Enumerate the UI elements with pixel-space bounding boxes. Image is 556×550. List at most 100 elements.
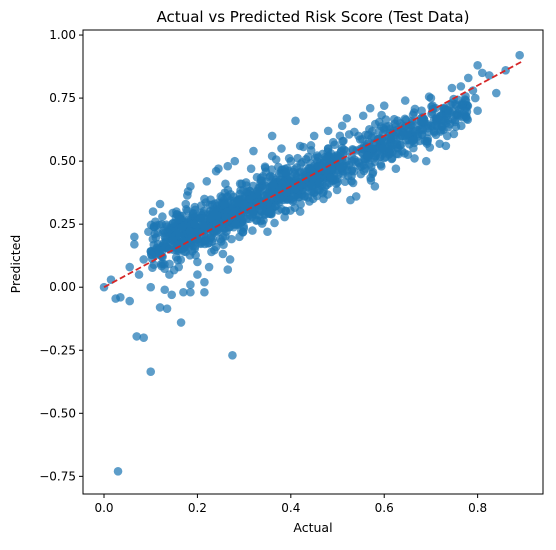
data-point (336, 162, 345, 172)
data-point (155, 303, 165, 312)
data-point (223, 161, 233, 171)
data-point (181, 247, 191, 257)
data-point (186, 287, 195, 297)
data-point (139, 333, 149, 342)
data-point (473, 106, 482, 115)
data-point (232, 198, 242, 207)
data-point (160, 264, 169, 273)
data-point (368, 144, 378, 153)
data-point (179, 287, 188, 297)
data-point (323, 126, 333, 136)
data-point (219, 200, 229, 209)
data-point (167, 290, 177, 300)
data-point (342, 113, 352, 123)
data-point (160, 285, 170, 295)
x-tick-label: 0.2 (188, 501, 207, 515)
data-point (295, 141, 305, 151)
data-point (409, 143, 418, 153)
data-point (221, 212, 231, 222)
data-point (426, 93, 436, 103)
data-point (335, 131, 345, 141)
data-point (379, 101, 389, 110)
data-point (431, 120, 441, 130)
data-point (319, 194, 328, 204)
data-point (289, 195, 298, 205)
y-tick-label: 0.50 (49, 154, 76, 168)
data-point (341, 146, 351, 156)
data-point (400, 149, 409, 158)
data-point (227, 234, 236, 244)
data-point (477, 68, 487, 78)
data-point (146, 367, 156, 377)
data-point (249, 146, 258, 156)
data-point (193, 227, 202, 237)
data-point (314, 161, 324, 171)
data-point (199, 213, 209, 223)
data-point (148, 263, 157, 273)
data-point (125, 262, 134, 272)
data-point (515, 50, 524, 60)
data-point (130, 232, 139, 242)
data-point (188, 209, 198, 218)
x-tick-label: 0.6 (375, 501, 394, 515)
data-point (186, 182, 195, 191)
data-point (201, 236, 211, 245)
plot-area (99, 50, 524, 476)
y-tick-label: −0.75 (39, 469, 76, 483)
data-point (440, 116, 450, 126)
data-point (256, 216, 265, 226)
data-point (263, 199, 272, 209)
reference-line (103, 60, 523, 289)
data-point (154, 245, 163, 255)
data-point (216, 234, 225, 244)
data-point (231, 219, 241, 229)
data-point (226, 189, 236, 199)
data-point (158, 212, 167, 221)
x-tick-label: 0.4 (281, 501, 300, 515)
data-point (306, 141, 316, 150)
data-point (323, 144, 333, 153)
data-point (200, 277, 209, 287)
data-point (218, 249, 228, 259)
data-point (347, 177, 356, 186)
data-point (378, 143, 387, 153)
data-point (260, 163, 270, 173)
data-point (130, 240, 139, 249)
data-point (125, 296, 134, 306)
data-point (452, 101, 461, 110)
data-point (326, 173, 335, 182)
data-point (376, 160, 386, 169)
data-point (230, 207, 240, 216)
chart-title: Actual vs Predicted Risk Score (Test Dat… (157, 8, 470, 26)
data-point (198, 220, 208, 230)
data-point (172, 207, 181, 216)
data-point (171, 252, 181, 262)
data-point (423, 123, 432, 133)
data-point (370, 119, 380, 129)
data-point (305, 197, 314, 206)
data-point (407, 136, 417, 146)
data-point (230, 156, 240, 166)
data-point (342, 156, 352, 166)
data-point (417, 106, 426, 115)
data-point (144, 227, 153, 237)
data-point (225, 255, 235, 264)
data-point (248, 226, 257, 235)
data-point (202, 177, 212, 186)
data-point (267, 165, 277, 174)
x-axis-label: Actual (293, 520, 332, 535)
data-point (132, 332, 142, 341)
data-point (484, 71, 494, 80)
data-point (391, 164, 401, 173)
data-point (461, 96, 471, 105)
data-point (409, 108, 419, 117)
data-point (351, 157, 360, 167)
data-point (363, 151, 373, 161)
data-point (357, 162, 366, 171)
data-point (206, 195, 215, 204)
data-point (160, 232, 170, 242)
data-point (200, 287, 209, 297)
data-point (287, 176, 297, 186)
y-tick-label: 0.25 (49, 217, 76, 231)
